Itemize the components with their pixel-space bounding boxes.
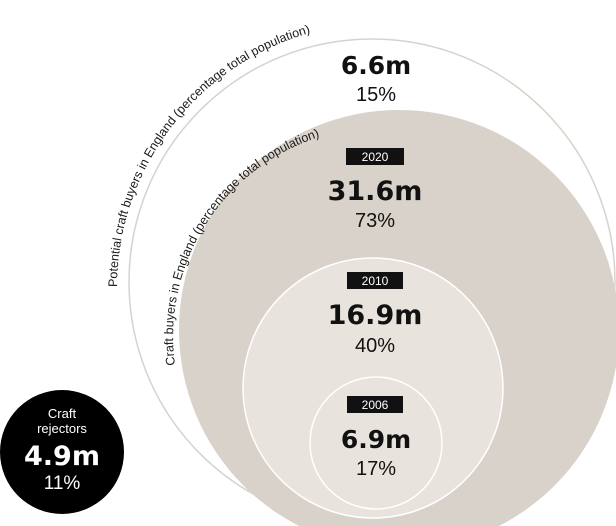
craft-rejectors: Craft rejectors 4.9m 11% (0, 390, 124, 514)
value-2010: 16.9m (328, 300, 423, 331)
craft-buyers-2006-circle (309, 376, 443, 510)
year-badge-2020-bg (346, 148, 404, 165)
rejectors-label-line1: Craft (48, 406, 77, 421)
year-badge-2006-text: 2006 (362, 398, 389, 412)
craft-rejectors-circle (0, 390, 124, 514)
potential-value: 6.6m (341, 51, 411, 80)
percent-2006: 17% (356, 458, 396, 480)
percent-2020: 73% (355, 210, 395, 232)
year-badge-2020-text: 2020 (362, 150, 389, 164)
potential-percent: 15% (356, 84, 396, 106)
percent-2010: 40% (355, 335, 395, 357)
value-2020: 31.6m (328, 176, 423, 207)
rejectors-label-line2: rejectors (37, 421, 87, 436)
year-badge-2010: 2010 (347, 272, 403, 289)
value-2006: 6.9m (341, 425, 411, 454)
rejectors-value: 4.9m (24, 441, 100, 472)
year-badge-2006-bg (347, 396, 403, 413)
year-badge-2020: 2020 (346, 148, 404, 165)
year-badge-2010-text: 2010 (362, 274, 389, 288)
year-badge-2010-bg (347, 272, 403, 289)
year-badge-2006: 2006 (347, 396, 403, 413)
rejectors-percent: 11% (44, 473, 81, 494)
